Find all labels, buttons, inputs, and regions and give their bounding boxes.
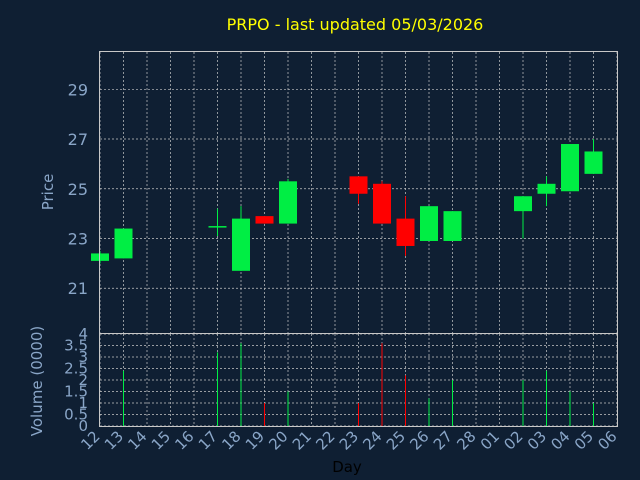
x-tick-label: 24 bbox=[359, 427, 385, 453]
volume-y-ticks: 00.511.522.533.54 bbox=[64, 325, 88, 435]
candles bbox=[91, 139, 603, 271]
x-tick-label: 19 bbox=[242, 427, 268, 453]
x-tick-label: 16 bbox=[171, 427, 197, 453]
x-tick-label: 06 bbox=[594, 427, 620, 453]
candle-body bbox=[349, 176, 368, 194]
candle-body bbox=[537, 183, 556, 194]
candle-body bbox=[514, 196, 532, 212]
x-tick-label: 28 bbox=[453, 427, 479, 453]
volume-axis-label: Volume (0000) bbox=[28, 326, 46, 436]
price-panel: 21 23 25 27 29 bbox=[68, 51, 618, 334]
candle-body bbox=[232, 218, 250, 271]
volume-panel: 00.511.522.533.54 bbox=[64, 325, 618, 435]
volume-tick-label: 3 bbox=[78, 348, 88, 366]
candle-body bbox=[420, 206, 438, 241]
x-tick-label: 22 bbox=[312, 427, 338, 453]
chart-title: PRPO - last updated 05/03/2026 bbox=[227, 15, 484, 34]
x-tick-label: 25 bbox=[383, 427, 409, 453]
x-tick-label: 17 bbox=[195, 427, 221, 453]
candle-body bbox=[208, 226, 227, 228]
candle-body bbox=[114, 228, 133, 259]
x-tick-label: 15 bbox=[148, 427, 174, 453]
candle-body bbox=[443, 211, 462, 241]
x-tick-label: 03 bbox=[524, 427, 550, 453]
candle-body bbox=[561, 144, 579, 192]
x-tick-label: 01 bbox=[477, 427, 503, 453]
price-tick-label: 29 bbox=[68, 80, 88, 99]
price-tick-label: 27 bbox=[68, 130, 88, 149]
price-tick-label: 23 bbox=[68, 230, 88, 249]
x-tick-label: 23 bbox=[336, 427, 362, 453]
x-tick-label: 18 bbox=[218, 427, 244, 453]
candle-body bbox=[396, 218, 415, 246]
x-ticks: 1213141516171819202122232425262728010203… bbox=[77, 427, 620, 453]
volume-tick-label: 0 bbox=[78, 417, 88, 435]
x-tick-label: 26 bbox=[406, 427, 432, 453]
volume-tick-label: 4 bbox=[78, 325, 88, 343]
x-tick-label: 04 bbox=[547, 427, 573, 453]
volume-tick-label: 3.5 bbox=[64, 337, 88, 355]
volume-bars bbox=[123, 343, 594, 426]
volume-tick-label: 2.5 bbox=[64, 360, 88, 378]
volume-tick-label: 1 bbox=[78, 394, 88, 412]
x-tick-label: 13 bbox=[101, 427, 127, 453]
x-tick-label: 02 bbox=[500, 427, 526, 453]
price-y-ticks: 21 23 25 27 29 bbox=[68, 80, 88, 298]
x-axis-label: Day bbox=[332, 458, 362, 476]
x-tick-label: 27 bbox=[430, 427, 456, 453]
volume-tick-label: 2 bbox=[78, 371, 88, 389]
x-tick-label: 21 bbox=[289, 427, 315, 453]
x-tick-label: 14 bbox=[124, 427, 150, 453]
x-tick-label: 05 bbox=[571, 427, 597, 453]
x-tick-label: 20 bbox=[265, 427, 291, 453]
volume-tick-label: 1.5 bbox=[64, 383, 88, 401]
candle-body bbox=[584, 151, 603, 174]
price-tick-label: 21 bbox=[68, 279, 88, 298]
price-axis-label: Price bbox=[39, 174, 57, 211]
volume-tick-label: 0.5 bbox=[64, 406, 88, 424]
candle-body bbox=[255, 216, 274, 224]
candle-body bbox=[373, 183, 391, 224]
candle-body bbox=[279, 181, 297, 224]
volume-frame bbox=[99, 333, 618, 427]
price-tick-label: 25 bbox=[68, 180, 88, 199]
